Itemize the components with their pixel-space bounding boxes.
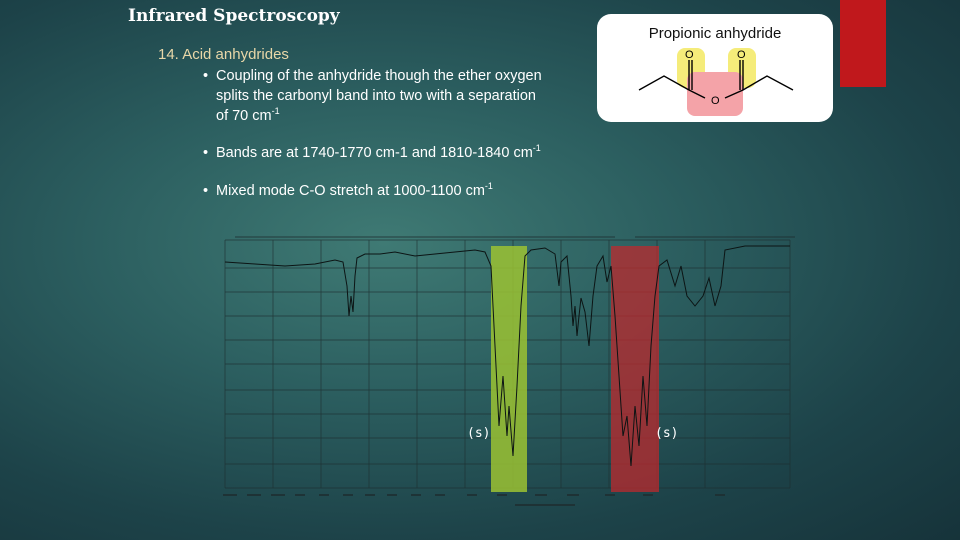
band-label-left: (s)	[467, 426, 490, 441]
propionic-anhydride-structure: O O O	[638, 48, 794, 116]
molecule-card: Propionic anhydride O O O	[597, 14, 833, 122]
bullet-dot: •	[203, 183, 209, 199]
section-heading: 14. Acid anhydrides	[158, 46, 289, 63]
bullet-line: of 70 cm-1	[216, 106, 280, 124]
bullet-line: Coupling of the anhydride though the eth…	[216, 68, 542, 84]
red-accent-tab	[840, 0, 886, 87]
slide-title: Infrared Spectroscopy	[128, 6, 340, 26]
bullet-co-stretch: • Mixed mode C-O stretch at 1000-1100 cm…	[203, 181, 493, 199]
bullet-dot: •	[203, 68, 209, 84]
molecule-label: Propionic anhydride	[648, 25, 782, 42]
oxygen-atom-right: O	[737, 49, 746, 61]
bullet-band-positions: • Bands are at 1740-1770 cm-1 and 1810-1…	[203, 143, 541, 161]
ether-highlight	[687, 72, 743, 116]
ir-spectrum-image: (s) (s)	[223, 236, 795, 506]
oxygen-atom-ether: O	[711, 95, 720, 107]
oxygen-atom-left: O	[685, 49, 694, 61]
bullet-coupling: • Coupling of the anhydride though the e…	[203, 66, 542, 126]
carbonyl-band-highlight	[491, 246, 527, 492]
bullet-line: splits the carbonyl band into two with a…	[216, 88, 536, 104]
band-label-right: (s)	[655, 426, 678, 441]
bullet-dot: •	[203, 145, 209, 161]
